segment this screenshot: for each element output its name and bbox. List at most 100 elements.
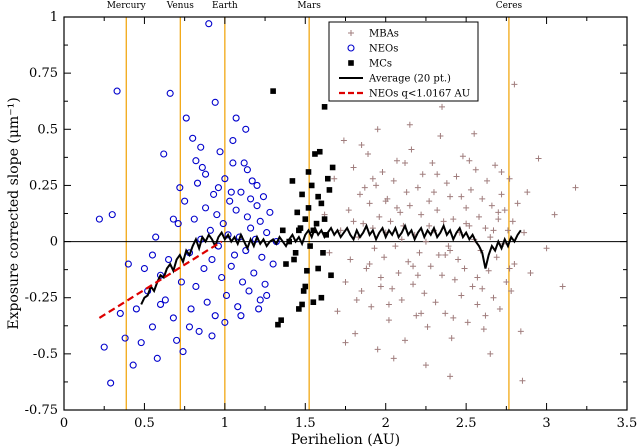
- mc-point: [275, 321, 281, 328]
- mba-point: [427, 263, 434, 270]
- neo-point: [227, 262, 235, 270]
- mba-point: [418, 310, 425, 317]
- mba-point: [385, 301, 392, 308]
- neo-point: [213, 211, 221, 219]
- mba-point: [461, 265, 468, 272]
- x-tick-label: 2.5: [456, 416, 477, 431]
- mba-point: [361, 184, 368, 191]
- mba-point: [414, 184, 421, 191]
- mba-point: [398, 236, 405, 243]
- neo-point: [221, 318, 229, 326]
- neo-point: [242, 247, 250, 255]
- mc-point: [328, 272, 334, 279]
- neo-point: [211, 312, 219, 320]
- mba-point: [406, 202, 413, 209]
- mba-point: [448, 335, 455, 342]
- mba-point: [403, 189, 410, 196]
- mba-point: [474, 274, 481, 281]
- y-tick-label: -0.25: [25, 291, 58, 306]
- mba-point: [493, 254, 500, 261]
- neo-point: [192, 282, 200, 291]
- neo-point: [240, 159, 248, 167]
- mc-point: [278, 317, 284, 323]
- mba-point: [451, 276, 458, 283]
- mba-point: [521, 229, 528, 236]
- mba-point: [366, 200, 373, 207]
- neo-point: [124, 260, 132, 268]
- mba-point: [439, 272, 446, 279]
- neo-point: [250, 269, 258, 277]
- neo-point: [198, 163, 206, 172]
- mc-point: [321, 104, 328, 110]
- neo-point: [156, 300, 165, 309]
- legend: MBAs NEOs MCs Average (20 pt.) NEOs q<1.0167…: [328, 21, 479, 102]
- mba-point: [366, 261, 373, 268]
- mc-point: [304, 267, 310, 274]
- mba-point: [334, 308, 341, 315]
- planet-label-earth: Earth: [212, 1, 238, 11]
- neo-point: [214, 184, 222, 192]
- mba-point: [424, 323, 431, 330]
- mc-point: [326, 187, 333, 193]
- mba-point: [524, 189, 531, 196]
- mc-point: [318, 294, 325, 301]
- mba-point: [495, 209, 502, 216]
- mba-point: [487, 234, 494, 241]
- neo-point: [132, 305, 140, 313]
- mba-point: [377, 283, 384, 290]
- neo-point: [232, 206, 240, 214]
- mba-point: [356, 191, 363, 198]
- x-tick-label: 1.5: [295, 416, 316, 431]
- mba-point: [342, 278, 349, 285]
- mba-point: [450, 216, 457, 223]
- legend-label: NEOs q<1.0167 AU: [369, 89, 470, 100]
- mba-point: [480, 326, 487, 333]
- mba-point: [430, 189, 437, 196]
- neo-point: [116, 309, 124, 317]
- neo-point: [169, 314, 177, 322]
- neo-point: [211, 98, 219, 106]
- mba-point: [358, 142, 365, 149]
- legend-neo-symbol: [347, 44, 355, 52]
- neo-point: [206, 226, 214, 234]
- neo-point: [216, 148, 224, 156]
- mc-point: [320, 250, 326, 256]
- neo-point: [255, 305, 263, 313]
- neo-point: [227, 188, 235, 196]
- neo-point: [237, 312, 245, 320]
- mba-point: [434, 171, 441, 178]
- mc-point: [308, 182, 315, 189]
- mba-point: [479, 285, 486, 292]
- neo-point: [153, 354, 161, 362]
- neo-point: [263, 229, 271, 237]
- neo-point: [161, 296, 169, 304]
- planet-lines: Mercury Venus Earth Mars Ceres: [107, 1, 523, 410]
- mba-point: [350, 164, 357, 171]
- mc-point: [302, 283, 309, 290]
- neo-point: [256, 217, 264, 225]
- mba-point: [395, 270, 402, 277]
- neo-point: [208, 255, 216, 264]
- mba-point: [358, 287, 365, 294]
- neo-point: [245, 287, 253, 295]
- neo-point: [202, 204, 210, 212]
- mba-point: [498, 191, 505, 198]
- mc-point: [300, 288, 307, 294]
- mc-point: [296, 306, 302, 312]
- neo-point: [181, 197, 189, 205]
- mc-point: [283, 261, 289, 267]
- neo-point: [243, 166, 251, 174]
- mc-point: [321, 216, 328, 222]
- mba-point: [416, 249, 423, 256]
- neo-series: [95, 20, 280, 387]
- mba-point: [506, 265, 513, 272]
- x-tick-label: 1: [221, 416, 229, 431]
- mba-point: [459, 153, 466, 160]
- mba-point: [572, 184, 579, 191]
- mba-point: [408, 146, 415, 153]
- mba-point: [514, 200, 521, 207]
- mc-point: [305, 169, 312, 175]
- neo-point: [185, 323, 194, 331]
- neo-point: [187, 305, 195, 313]
